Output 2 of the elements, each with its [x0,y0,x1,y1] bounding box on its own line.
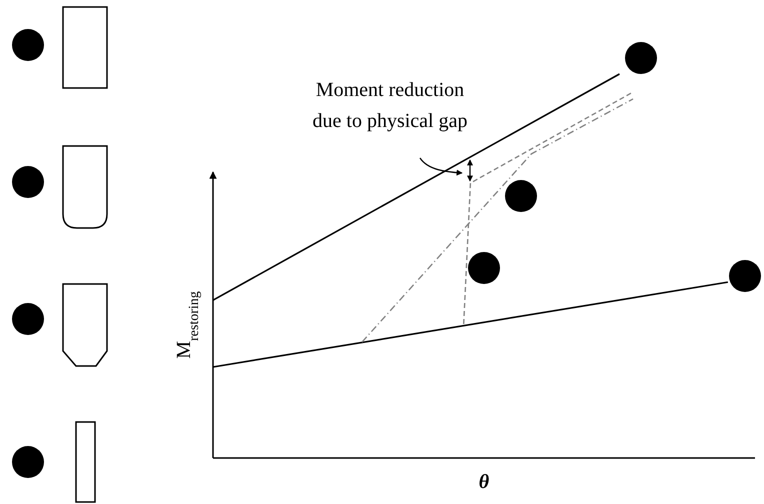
x-axis-title: θ [478,471,490,493]
annotation: Moment reduction due to physical gap [312,79,468,132]
